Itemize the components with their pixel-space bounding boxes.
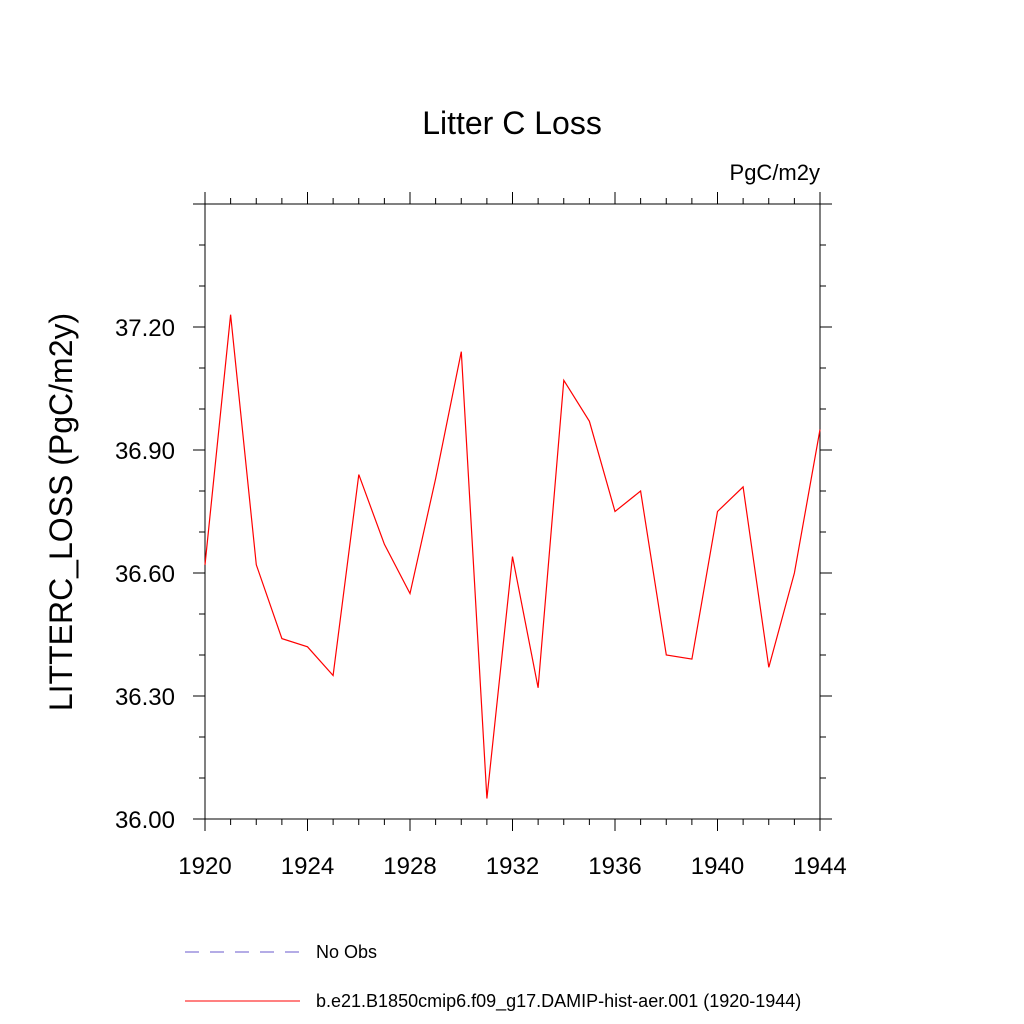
series-layer	[204, 314, 821, 799]
y-tick-label: 37.20	[115, 315, 175, 342]
y-axis-label: LITTERC_LOSS (PgC/m2y)	[43, 313, 79, 711]
legend-label: No Obs	[316, 942, 377, 962]
y-tick-label: 36.30	[115, 684, 175, 711]
x-tick-label: 1928	[383, 853, 436, 880]
x-tick-label: 1924	[281, 853, 334, 880]
y-tick-label: 36.00	[115, 807, 175, 834]
y-tick-label: 36.90	[115, 438, 175, 465]
chart-title: Litter C Loss	[422, 105, 602, 141]
legend-label: b.e21.B1850cmip6.f09_g17.DAMIP-hist-aer.…	[316, 991, 801, 1012]
series-line	[204, 314, 821, 799]
plot-border	[204, 203, 821, 820]
axis-tick-labels: 1920 1924 1928 1932 1936 1940 1944 36.00 36.30 36…	[115, 315, 847, 880]
axis-ticks	[193, 192, 832, 831]
y-tick-label: 36.60	[115, 561, 175, 588]
x-tick-label: 1932	[486, 853, 539, 880]
x-tick-label: 1944	[793, 853, 846, 880]
x-tick-label: 1920	[178, 853, 231, 880]
legend: No Obs b.e21.B1850cmip6.f09_g17.DAMIP-his…	[185, 942, 801, 1012]
x-tick-label: 1940	[691, 853, 744, 880]
x-tick-label: 1936	[588, 853, 641, 880]
plot-frame	[204, 203, 821, 820]
units-label: PgC/m2y	[730, 160, 820, 185]
